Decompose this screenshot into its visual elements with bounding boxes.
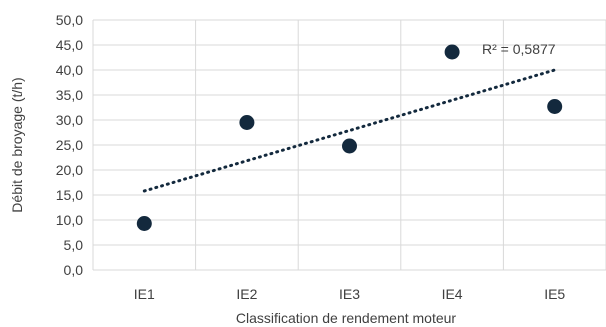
x-axis-title: Classification de rendement moteur [236,310,457,326]
data-point [239,115,255,130]
x-tick-label: IE3 [339,286,360,302]
data-point [547,99,563,114]
x-tick-labels: IE1 IE2 IE3 IE4 IE5 [134,286,566,302]
y-tick-labels: 0,0 5,0 10,0 15,0 20,0 25,0 30,0 35,0 40,0 45,0 50… [56,12,83,278]
x-tick-label: IE2 [236,286,257,302]
data-points [136,44,563,231]
data-point [444,44,460,60]
y-tick-label: 30,0 [56,112,83,128]
x-tick-label: IE5 [544,286,565,302]
y-tick-label: 25,0 [56,137,83,153]
x-tick-label: IE1 [134,286,155,302]
data-point [342,138,357,154]
y-tick-label: 35,0 [56,87,83,103]
y-axis-title: Débit de broyage (t/h) [9,77,25,212]
trendline-r2-label: R² = 0,5877 [482,41,556,57]
y-tick-label: 40,0 [56,62,83,78]
y-tick-label: 50,0 [56,12,83,28]
x-tick-label: IE4 [442,286,463,302]
y-tick-label: 5,0 [64,237,84,253]
y-tick-label: 0,0 [64,262,84,278]
y-tick-label: 15,0 [56,187,83,203]
y-tick-label: 20,0 [56,162,83,178]
trendline-layer [142,68,557,193]
y-tick-label: 10,0 [56,212,83,228]
data-point [136,216,152,231]
trendline [142,68,557,193]
y-tick-label: 45,0 [56,37,83,53]
